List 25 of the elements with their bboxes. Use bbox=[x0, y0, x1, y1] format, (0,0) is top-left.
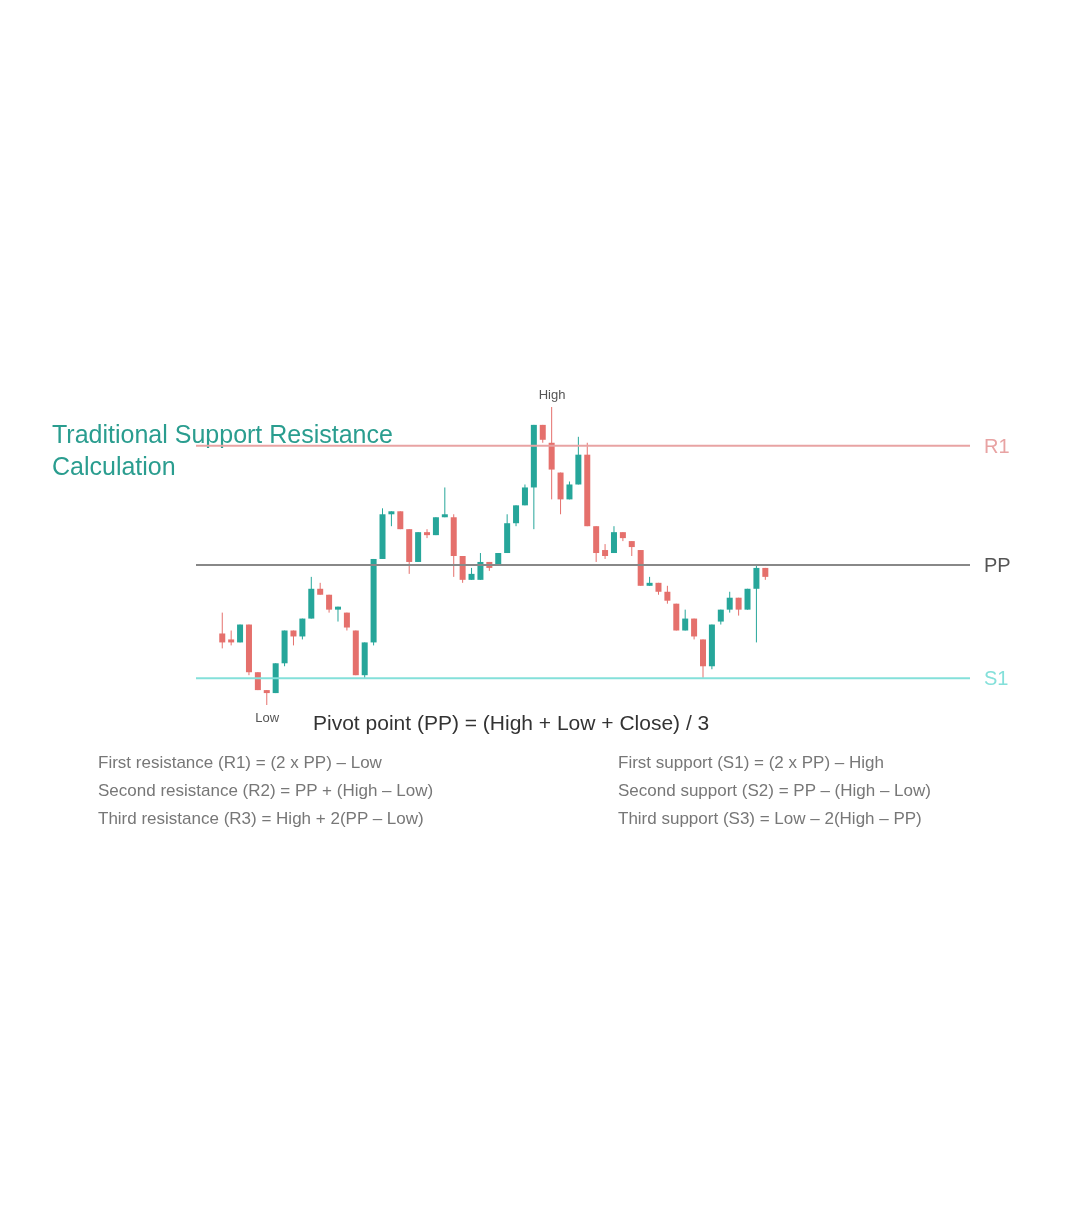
candlestick bbox=[602, 543, 609, 560]
text: Traditional Support Resistance Calculation bbox=[52, 419, 394, 482]
candlestick bbox=[726, 591, 733, 614]
ref-line-label: S1 bbox=[984, 667, 1009, 690]
candlestick bbox=[441, 486, 448, 518]
text: Third resistance (R3) = High + 2(PP – Low) bbox=[98, 809, 425, 830]
ref-line-label: R1 bbox=[984, 434, 1010, 457]
text: Third support (S3) = Low – 2(High – PP) bbox=[618, 809, 923, 830]
text: Second support (S2) = PP – (High – Low) bbox=[618, 781, 932, 802]
candlestick bbox=[513, 504, 520, 527]
candlestick bbox=[753, 564, 760, 643]
text: First resistance (R1) = (2 x PP) – Low bbox=[98, 753, 383, 774]
candlestick bbox=[459, 555, 466, 584]
candlestick bbox=[219, 612, 226, 649]
candlestick bbox=[477, 552, 484, 581]
text: Second resistance (R2) = PP + (High – Low) bbox=[98, 781, 435, 802]
candlestick bbox=[334, 606, 341, 623]
candlestick bbox=[424, 528, 431, 539]
ref-line-label: PP bbox=[984, 554, 1011, 577]
candlestick bbox=[682, 609, 689, 631]
text: Pivot point (PP) = (High + Low + Close) / 3 bbox=[313, 711, 710, 735]
annotation: Low bbox=[255, 710, 280, 726]
candlestick bbox=[610, 525, 617, 554]
text: First support (S1) = (2 x PP) – High bbox=[618, 753, 885, 774]
annotation: High bbox=[538, 387, 566, 402]
